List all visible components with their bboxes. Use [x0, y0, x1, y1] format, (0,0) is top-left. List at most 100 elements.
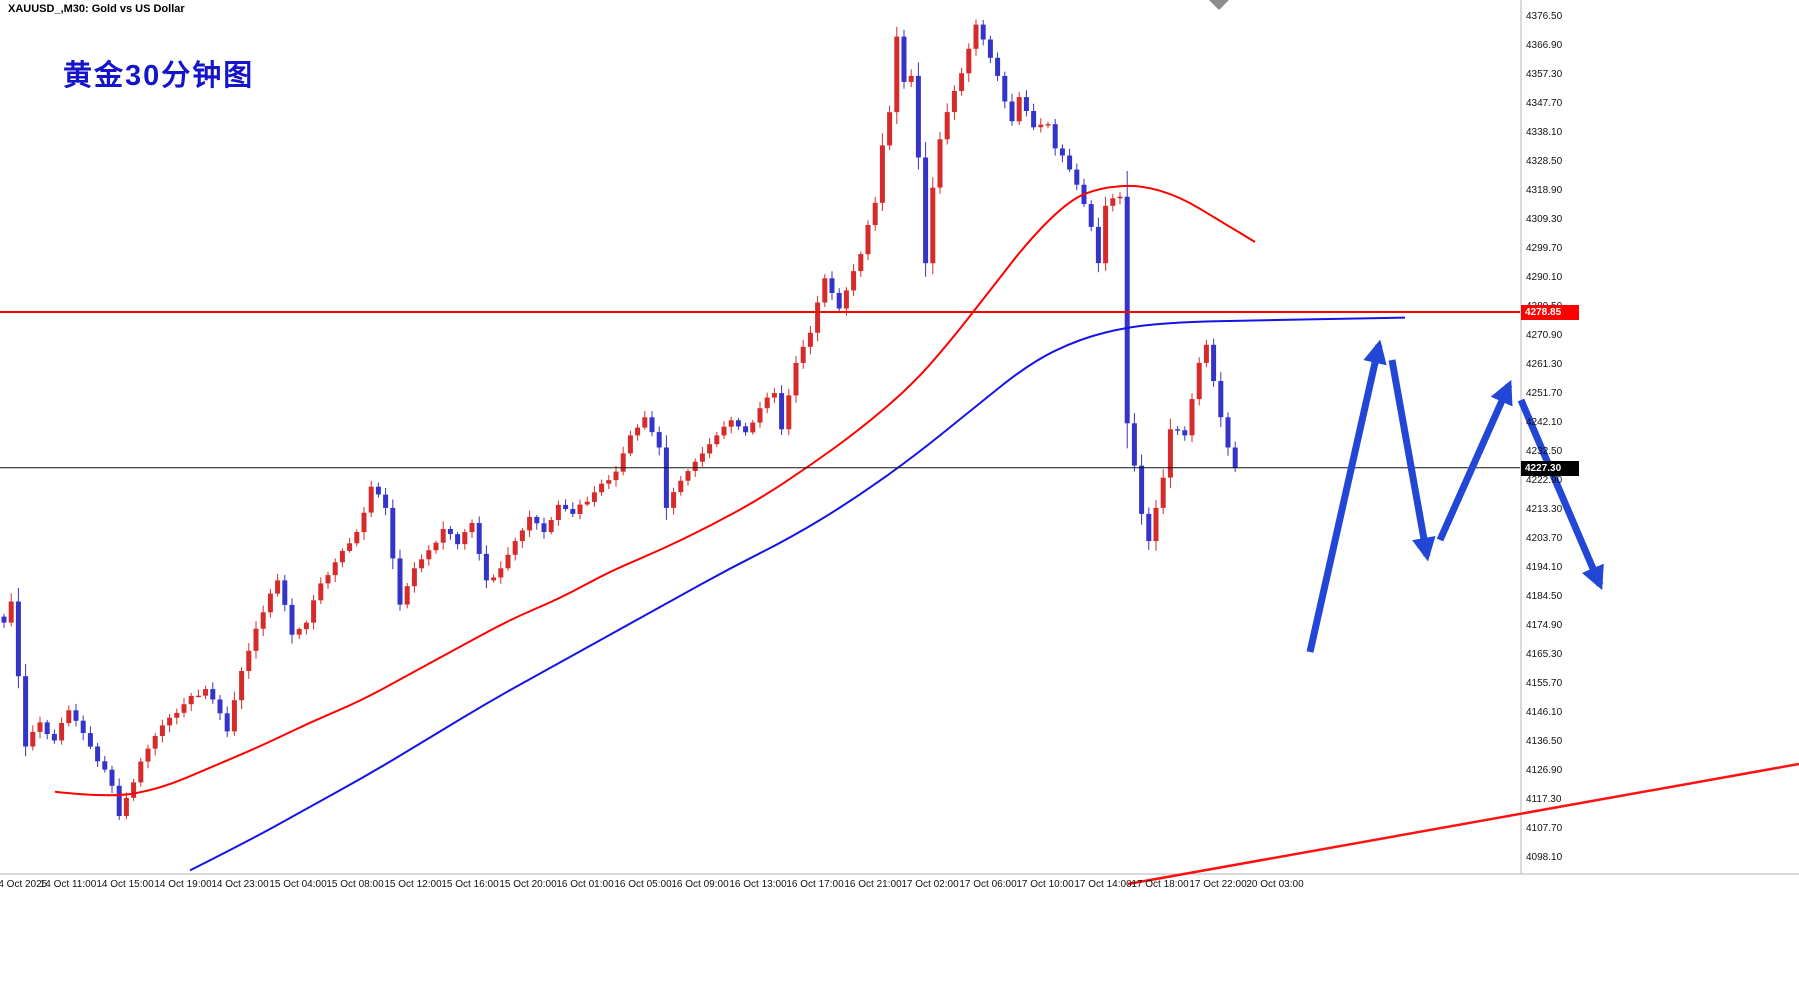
candle [397, 558, 403, 605]
chart-shift-icon[interactable] [1209, 0, 1229, 10]
time-axis-label: 20 Oct 03:00 [1246, 879, 1304, 890]
price-axis-label: 4376.50 [1526, 11, 1563, 22]
candle [599, 483, 605, 493]
candle [296, 629, 302, 635]
candle [1218, 381, 1224, 418]
candle [1117, 196, 1123, 199]
candle [995, 57, 1001, 76]
time-axis-label: 17 Oct 02:00 [901, 879, 959, 890]
trendline-red[interactable] [1127, 762, 1799, 886]
candle [894, 36, 900, 113]
price-axis-label: 4232.50 [1526, 446, 1563, 457]
candle [1009, 101, 1015, 122]
candle [1002, 75, 1008, 102]
price-axis-label: 4251.70 [1526, 388, 1563, 399]
candle [656, 432, 662, 448]
candle [1016, 97, 1022, 122]
candle [757, 408, 763, 423]
candle [131, 782, 137, 798]
candle [887, 112, 893, 146]
candle [145, 748, 151, 762]
candle [1160, 477, 1166, 508]
candle [944, 112, 950, 140]
price-axis-label: 4107.70 [1526, 823, 1563, 834]
candle [642, 417, 648, 428]
price-axis-label: 4242.10 [1526, 417, 1563, 428]
time-axis-label: 14 Oct 19:00 [154, 879, 212, 890]
time-axis-label: 14 Oct 2025 [0, 879, 48, 890]
candle [1045, 124, 1051, 126]
time-axis-label: 14 Oct 23:00 [211, 879, 269, 890]
forecast-arrow[interactable] [1388, 359, 1436, 562]
candle [1211, 344, 1217, 381]
candle [527, 516, 533, 531]
time-axis-label: 16 Oct 01:00 [556, 879, 614, 890]
candle [973, 24, 979, 49]
candle [793, 362, 799, 396]
candle [318, 583, 324, 601]
candle [620, 453, 626, 472]
candle [354, 532, 360, 544]
candle [505, 554, 511, 569]
candle [203, 689, 209, 696]
candle [937, 139, 943, 188]
symbol-title: XAUUSD_,M30: Gold vs US Dollar [8, 3, 185, 15]
price-axis-label: 4136.50 [1526, 736, 1563, 747]
time-axis-label: 17 Oct 22:00 [1189, 879, 1247, 890]
current-price-tag: 4227.30 [1521, 461, 1579, 476]
candle [901, 36, 907, 82]
candles-layer [1, 19, 1238, 820]
candle [1182, 430, 1188, 436]
forecast-arrow[interactable] [1436, 379, 1513, 542]
candle [361, 512, 367, 533]
candle [210, 689, 216, 700]
forecast-arrow[interactable] [1306, 339, 1387, 653]
candle [519, 530, 525, 542]
candle [771, 393, 777, 398]
candle [152, 736, 158, 749]
candle [224, 713, 230, 732]
candle [383, 494, 389, 508]
candle [815, 302, 821, 333]
candle [692, 461, 698, 471]
candle [966, 48, 972, 74]
candle [1153, 507, 1159, 542]
candle [951, 91, 957, 113]
hline-price-tag: 4278.85 [1521, 305, 1579, 320]
candle [440, 529, 446, 543]
candle [563, 504, 569, 509]
candle [1124, 196, 1130, 424]
candle [368, 486, 374, 513]
moving-average-blue [189, 316, 1406, 872]
candle [1110, 198, 1116, 206]
candle [685, 471, 691, 481]
candle [908, 75, 914, 82]
candle [649, 417, 655, 433]
candle [1232, 447, 1238, 468]
candle [534, 516, 540, 524]
time-axis-label: 16 Oct 13:00 [729, 879, 787, 890]
time-axis-label: 16 Oct 17:00 [786, 879, 844, 890]
forecast-arrow[interactable] [1517, 398, 1604, 591]
candle [627, 435, 633, 454]
price-axis-label: 4222.90 [1526, 475, 1563, 486]
time-axis-label: 15 Oct 16:00 [441, 879, 499, 890]
candle [23, 676, 29, 747]
candle [231, 700, 237, 732]
candle [102, 761, 108, 770]
price-axis[interactable]: 4376.50 4366.90 4357.30 4347.70 4338.10 4328.… [1522, 0, 1799, 874]
price-axis-label: 4318.90 [1526, 185, 1563, 196]
candle [275, 580, 281, 594]
candle [30, 731, 36, 747]
candle [491, 577, 497, 581]
candle [1023, 97, 1029, 111]
candle [1189, 399, 1195, 436]
candle [858, 254, 864, 272]
candle [246, 650, 252, 671]
candle [786, 395, 792, 430]
candle [1095, 226, 1101, 264]
candle [289, 604, 295, 635]
candle [512, 541, 518, 555]
